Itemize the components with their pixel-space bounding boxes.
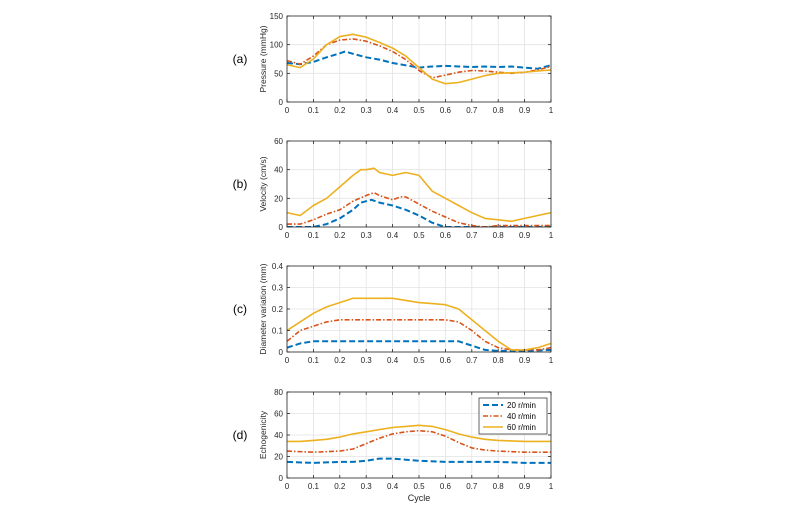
x-tick-label: 0.2 [334, 106, 346, 115]
panel-4: 0 0.1 0.2 0.3 0.4 0.5 0.6 0.7 0.8 0.9 1 0 20 40 60 80 Ec… [233, 388, 554, 503]
y-tick-label: 0.2 [272, 305, 284, 314]
x-tick-label: 0.1 [308, 231, 320, 240]
panel-label: (c) [233, 302, 247, 316]
y-tick-label: 0.4 [272, 262, 284, 271]
x-tick-label: 0.9 [519, 356, 531, 365]
x-tick-label: 0.8 [493, 482, 505, 491]
x-tick-label: 0.6 [440, 482, 452, 491]
y-axis-label: Pressure (mmHg) [258, 25, 268, 92]
panel-1: 0 0.1 0.2 0.3 0.4 0.5 0.6 0.7 0.8 0.9 1 0 50 100 150Pr… [233, 12, 554, 115]
x-tick-label: 0.1 [308, 106, 320, 115]
x-tick-label: 0.3 [361, 231, 373, 240]
x-tick-label: 0 [285, 482, 290, 491]
legend-label: 20 r/min [507, 401, 536, 410]
legend: 20 r/min 40 r/min 60 r/min [478, 397, 548, 435]
y-tick-label: 40 [274, 166, 283, 175]
panel-2: 0 0.1 0.2 0.3 0.4 0.5 0.6 0.7 0.8 0.9 1 0 20 40 60 Velo… [233, 137, 554, 240]
y-tick-label: 20 [274, 453, 283, 462]
x-tick-label: 0.5 [413, 482, 425, 491]
y-tick-label: 150 [270, 12, 284, 21]
x-tick-label: 0.9 [519, 482, 531, 491]
series-line-20-r-min [287, 457, 551, 464]
y-tick-label: 0 [279, 348, 284, 357]
y-tick-label: 50 [274, 69, 283, 78]
panel-label: (a) [233, 52, 248, 66]
y-tick-label: 60 [274, 137, 283, 146]
series-line-20-r-min [287, 340, 551, 352]
x-tick-label: 0.3 [361, 482, 373, 491]
series-line-60-r-min [287, 297, 551, 351]
x-tick-label: 0.7 [466, 356, 478, 365]
x-tick-label: 0 [285, 356, 290, 365]
y-axis-label: Echogenicity [258, 410, 268, 459]
y-axis-label: Diameter variation (mm) [258, 263, 268, 354]
y-tick-label: 0 [279, 98, 284, 107]
x-tick-label: 0.5 [413, 106, 425, 115]
series-line-60-r-min [287, 33, 551, 85]
y-tick-label: 100 [270, 41, 284, 50]
x-tick-label: 0.7 [466, 482, 478, 491]
x-tick-label: 1 [549, 231, 554, 240]
y-tick-label: 0 [279, 474, 284, 483]
series-line-60-r-min [287, 424, 551, 443]
x-tick-label: 0.4 [387, 356, 399, 365]
x-tick-label: 0.7 [466, 231, 478, 240]
y-tick-label: 0 [279, 223, 284, 232]
series-line-60-r-min [287, 167, 551, 223]
x-tick-label: 0.8 [493, 106, 505, 115]
series-line-40-r-min [287, 191, 551, 227]
y-axis-label: Velocity (cm/s) [258, 156, 268, 211]
x-tick-label: 1 [549, 106, 554, 115]
x-tick-label: 1 [549, 482, 554, 491]
y-tick-label: 40 [274, 431, 283, 440]
series-line-20-r-min [287, 50, 551, 70]
x-tick-label: 0.3 [361, 356, 373, 365]
x-tick-label: 0.2 [334, 356, 346, 365]
x-tick-label: 1 [549, 356, 554, 365]
x-tick-label: 0.1 [308, 356, 320, 365]
x-tick-label: 0.3 [361, 106, 373, 115]
x-tick-label: 0 [285, 231, 290, 240]
x-tick-label: 0.4 [387, 482, 399, 491]
x-tick-label: 0.9 [519, 106, 531, 115]
x-tick-label: 0.1 [308, 482, 320, 491]
x-tick-label: 0.4 [387, 231, 399, 240]
series-line-20-r-min [287, 198, 551, 227]
series-line-40-r-min [287, 319, 551, 351]
x-tick-label: 0.7 [466, 106, 478, 115]
x-tick-label: 0.9 [519, 231, 531, 240]
y-tick-label: 60 [274, 410, 283, 419]
x-tick-label: 0.5 [413, 231, 425, 240]
y-tick-label: 0.3 [272, 284, 284, 293]
legend-label: 40 r/min [507, 412, 536, 421]
panel-label: (b) [233, 177, 248, 191]
x-tick-label: 0.8 [493, 231, 505, 240]
x-tick-label: 0.2 [334, 482, 346, 491]
x-tick-label: 0.6 [440, 356, 452, 365]
panel-label: (d) [233, 428, 248, 442]
x-tick-label: 0.2 [334, 231, 346, 240]
x-tick-label: 0.5 [413, 356, 425, 365]
x-axis-label: Cycle [408, 493, 431, 503]
x-tick-label: 0.6 [440, 231, 452, 240]
y-tick-label: 80 [274, 388, 283, 397]
x-tick-label: 0.6 [440, 106, 452, 115]
panel-3: 0 0.1 0.2 0.3 0.4 0.5 0.6 0.7 0.8 0.9 1 0 0.1 0.2 0.3 0… [233, 262, 554, 365]
y-tick-label: 20 [274, 194, 283, 203]
x-tick-label: 0.8 [493, 356, 505, 365]
legend-label: 60 r/min [507, 423, 536, 432]
x-tick-label: 0.4 [387, 106, 399, 115]
y-tick-label: 0.1 [272, 327, 284, 336]
x-tick-label: 0 [285, 106, 290, 115]
